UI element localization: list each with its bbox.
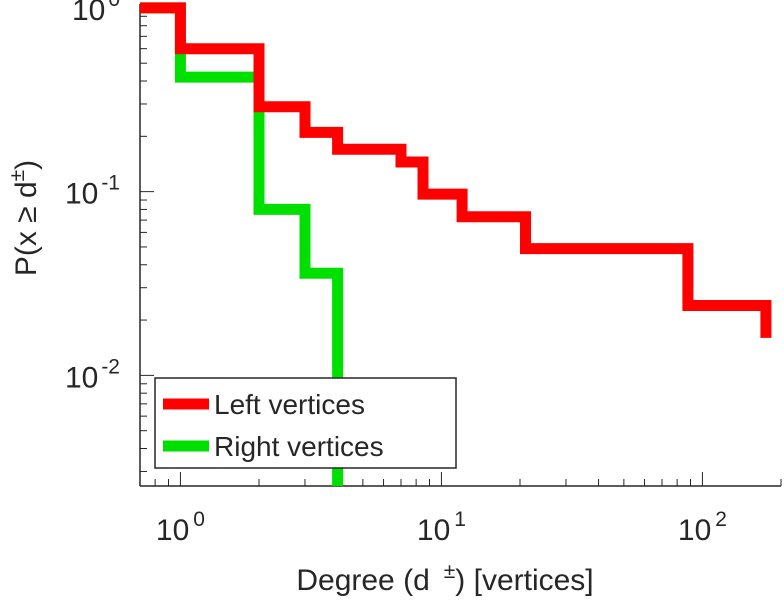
y-tick-label: 10 -2 — [65, 355, 120, 394]
y-tick-label: 10 -1 — [65, 172, 120, 211]
y-tick-label: 100 — [72, 0, 120, 27]
series-line-left-vertices — [140, 2, 772, 338]
legend-box — [154, 377, 457, 469]
legend: Left vertices Right vertices — [154, 377, 457, 469]
x-axis-label: Degree (d ±) [vertices] — [296, 560, 593, 597]
plot-area — [140, 2, 772, 486]
tick-labels: 100 101 102 100 10-1 10-2 — [65, 0, 727, 547]
legend-label-right: Right vertices — [214, 431, 384, 462]
x-tick-label: 10 2 — [678, 508, 727, 547]
y-axis-label: P(x ≥ d±) — [6, 160, 43, 276]
x-tick-label: 10 1 — [417, 508, 466, 547]
x-tick-label: 10 0 — [156, 508, 205, 547]
legend-label-left: Left vertices — [214, 389, 365, 420]
axes-box — [139, 4, 781, 487]
